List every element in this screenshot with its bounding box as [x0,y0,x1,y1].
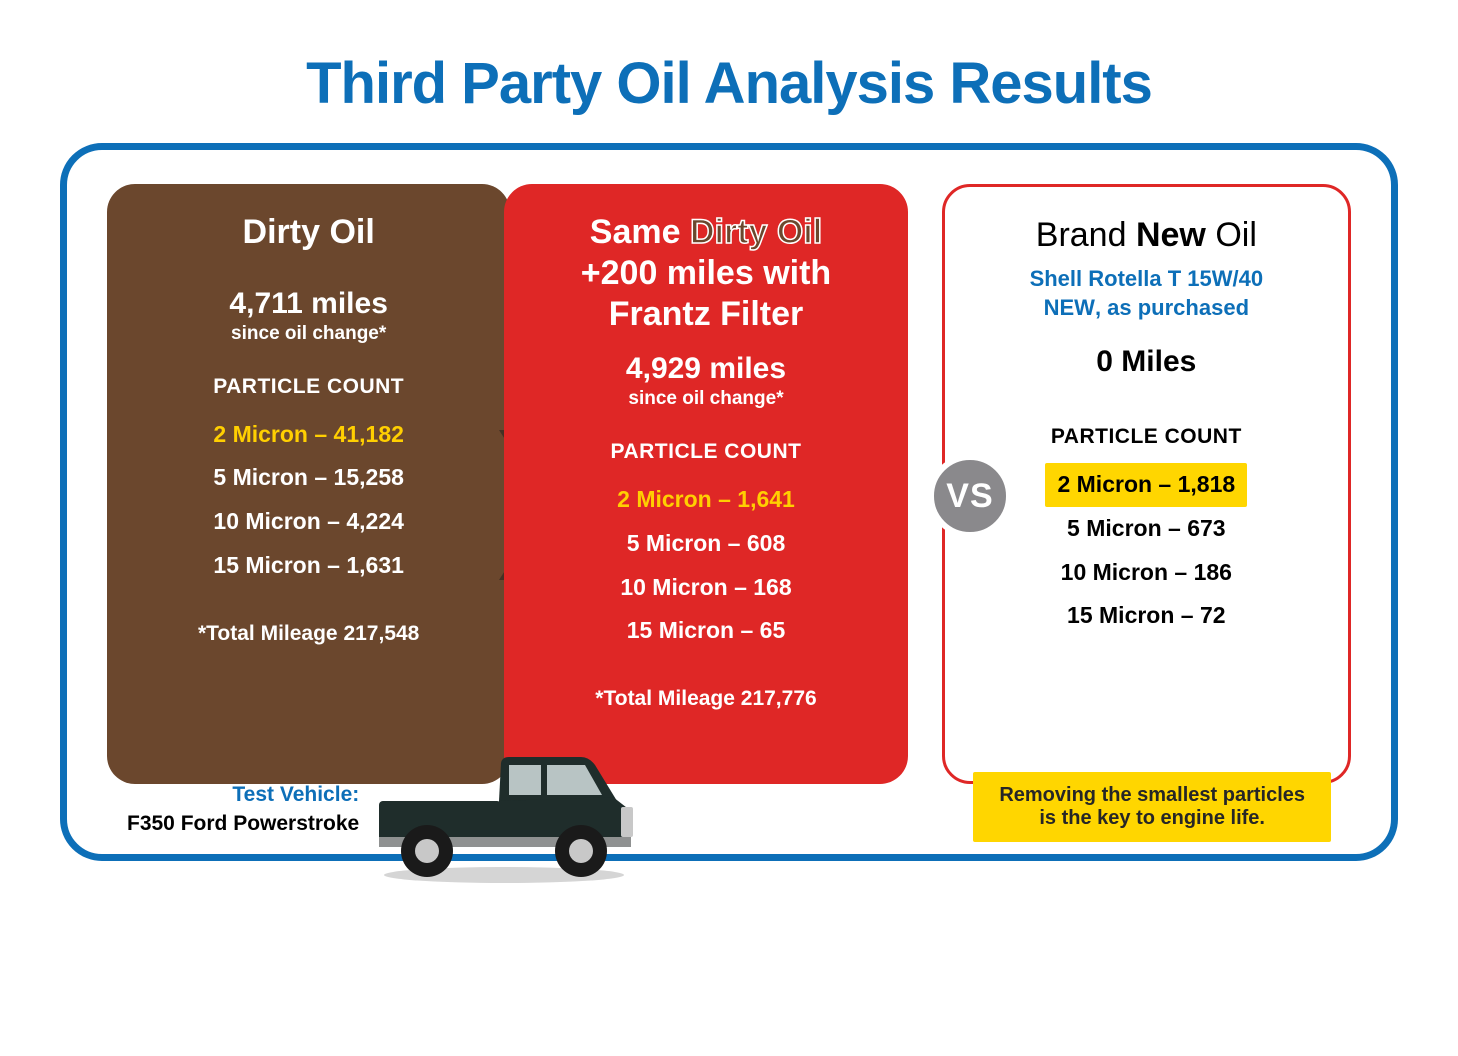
middle-total-mileage: *Total Mileage 217,776 [528,687,883,711]
middle-miles: 4,929 miles [528,352,883,386]
dirty-miles-note: since oil change* [131,323,486,345]
particle-row: 15 Micron – 72 [969,594,1324,638]
particle-row: 2 Micron – 1,818 [969,463,1324,507]
new-sub-line2-bold: NEW [1044,295,1095,320]
particle-row: 10 Micron – 4,224 [131,500,486,544]
new-subtitle: Shell Rotella T 15W/40 NEW, as purchased [969,264,1324,323]
new-heading-pre: Brand [1036,216,1136,254]
particle-row: 2 Micron – 1,641 [528,478,883,522]
vs-badge: VS [928,454,1012,538]
new-heading-bold: New [1136,216,1206,254]
particle-row: 10 Micron – 186 [969,551,1324,595]
card-dirty-heading: Dirty Oil [131,212,486,253]
middle-heading-line2: +200 miles with [581,254,831,292]
middle-heading-highlight: Dirty Oil [690,213,822,251]
new-pc-list: 2 Micron – 1,8185 Micron – 67310 Micron … [969,463,1324,638]
middle-heading-line3: Frantz Filter [609,295,804,333]
middle-pc-label: PARTICLE COUNT [528,440,883,464]
card-new-heading: Brand New Oil [969,215,1324,256]
page-title: Third Party Oil Analysis Results [60,50,1398,117]
particle-row: 5 Micron – 673 [969,507,1324,551]
key-note-line1: Removing the smallest particles [999,784,1305,806]
new-sub-line1: Shell Rotella T 15W/40 [1030,266,1264,291]
dirty-miles: 4,711 miles [131,287,486,321]
key-note-line2: is the key to engine life. [1039,807,1265,829]
new-sub-line2-rest: , as purchased [1095,295,1249,320]
container-frame: Dirty Oil 4,711 miles since oil change* … [60,143,1398,861]
particle-row: 15 Micron – 65 [528,609,883,653]
particle-row: 15 Micron – 1,631 [131,544,486,588]
new-miles: 0 Miles [969,345,1324,379]
test-vehicle-name: F350 Ford Powerstroke [127,812,359,835]
card-middle-heading: Same Dirty Oil +200 miles with Frantz Fi… [528,212,883,334]
middle-heading-pre: Same [590,213,690,251]
cards-row: Dirty Oil 4,711 miles since oil change* … [107,184,1351,784]
particle-row: 10 Micron – 168 [528,566,883,610]
particle-row: 5 Micron – 608 [528,522,883,566]
dirty-total-mileage: *Total Mileage 217,548 [131,622,486,646]
new-pc-label: PARTICLE COUNT [969,425,1324,449]
middle-pc-list: 2 Micron – 1,6415 Micron – 60810 Micron … [528,478,883,653]
dirty-pc-list: 2 Micron – 41,1825 Micron – 15,25810 Mic… [131,413,486,588]
card-frantz-filter: Same Dirty Oil +200 miles with Frantz Fi… [504,184,907,784]
key-note: Removing the smallest particles is the k… [973,772,1331,842]
test-vehicle-block: Test Vehicle: F350 Ford Powerstroke [127,781,359,838]
truck-illustration [369,733,639,888]
card-dirty-oil: Dirty Oil 4,711 miles since oil change* … [107,184,510,784]
particle-row: 2 Micron – 41,182 [131,413,486,457]
footer-row: Test Vehicle: F350 Ford Powerstroke [67,733,1391,878]
new-heading-post: Oil [1206,216,1257,254]
dirty-pc-label: PARTICLE COUNT [131,375,486,399]
test-vehicle-label: Test Vehicle: [232,783,359,806]
particle-row: 5 Micron – 15,258 [131,456,486,500]
middle-miles-note: since oil change* [528,388,883,410]
